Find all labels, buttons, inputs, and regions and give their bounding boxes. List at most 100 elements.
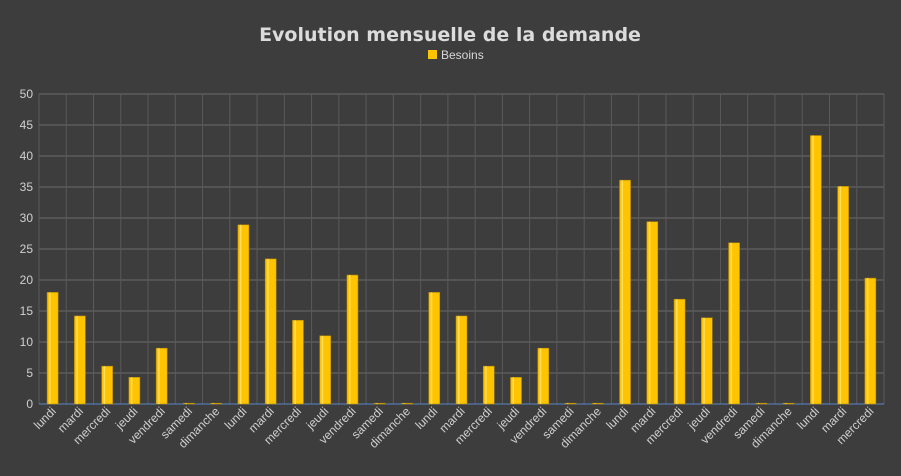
bar[interactable]	[128, 377, 141, 405]
bar-highlight	[321, 335, 324, 404]
bar-body	[128, 377, 141, 405]
bar-highlight	[267, 258, 269, 404]
bar[interactable]	[373, 402, 386, 405]
bar[interactable]	[210, 402, 222, 405]
bar-highlight	[239, 224, 242, 404]
bar-highlight	[49, 292, 51, 404]
bar-body	[646, 221, 659, 405]
bar-body	[264, 258, 277, 405]
bar-body	[155, 347, 168, 405]
bar-body	[292, 319, 304, 405]
bar[interactable]	[155, 347, 168, 405]
bar-body	[782, 402, 795, 405]
bar-body	[673, 298, 686, 405]
bar-body	[837, 186, 849, 405]
bar-body	[864, 277, 877, 405]
y-tick-label: 15	[20, 304, 34, 318]
bar-highlight	[376, 403, 378, 404]
y-tick-label: 50	[20, 87, 34, 101]
bar[interactable]	[319, 335, 332, 405]
bar-highlight	[757, 403, 760, 404]
bar[interactable]	[74, 315, 86, 405]
bar[interactable]	[264, 258, 277, 405]
bar[interactable]	[401, 402, 413, 405]
y-tick-label: 10	[20, 335, 34, 349]
bar-body	[428, 292, 441, 405]
bar-body	[728, 242, 740, 405]
bar-body	[74, 315, 86, 405]
bar[interactable]	[837, 186, 849, 405]
y-tick-label: 30	[20, 211, 34, 225]
bar[interactable]	[428, 292, 441, 405]
bar-body	[482, 365, 495, 405]
bar-body	[237, 224, 250, 405]
bar[interactable]	[292, 319, 304, 405]
legend[interactable]: Besoins	[428, 48, 484, 62]
x-tick-label: lundi	[794, 404, 822, 432]
bar-highlight	[676, 299, 678, 404]
bar-highlight	[648, 221, 651, 404]
bar-body	[101, 365, 113, 405]
y-tick-label: 35	[20, 180, 34, 194]
bar-body	[346, 274, 359, 405]
x-tick-label: lundi	[413, 404, 441, 432]
bar-highlight	[839, 186, 842, 404]
bar[interactable]	[701, 317, 713, 405]
bar-highlight	[567, 403, 569, 404]
bar-highlight	[76, 315, 78, 404]
bar[interactable]	[183, 402, 195, 405]
bar[interactable]	[482, 365, 495, 405]
bar[interactable]	[101, 365, 113, 405]
bar[interactable]	[237, 224, 250, 405]
bar[interactable]	[455, 315, 468, 405]
bar[interactable]	[346, 274, 359, 405]
bar-highlight	[458, 315, 460, 404]
bar-highlight	[158, 348, 160, 404]
bar-body	[455, 315, 468, 405]
bar-highlight	[539, 348, 542, 404]
bar-highlight	[512, 377, 515, 404]
bar[interactable]	[728, 242, 740, 405]
chart-title: Evolution mensuelle de la demande	[259, 24, 641, 46]
bar-highlight	[130, 377, 133, 404]
bar-highlight	[403, 403, 405, 404]
bar[interactable]	[755, 402, 768, 405]
grid	[38, 93, 885, 405]
bar-highlight	[812, 135, 814, 405]
bar-body	[183, 402, 195, 405]
legend-label: Besoins	[441, 48, 484, 62]
bars	[46, 135, 877, 405]
bar[interactable]	[46, 292, 59, 405]
y-tick-label: 20	[20, 273, 34, 287]
bar[interactable]	[810, 135, 822, 405]
bar-highlight	[103, 366, 106, 404]
y-tick-label: 0	[26, 397, 33, 411]
x-tick-label: lundi	[603, 404, 631, 432]
bar-highlight	[730, 242, 733, 404]
bar-body	[537, 347, 550, 405]
bar[interactable]	[591, 402, 604, 405]
bar-highlight	[594, 403, 596, 404]
bar-body	[510, 377, 522, 405]
bar-highlight	[485, 366, 487, 404]
bar[interactable]	[673, 298, 686, 405]
bar[interactable]	[864, 277, 877, 405]
bar[interactable]	[564, 402, 577, 405]
bar-body	[591, 402, 604, 405]
bar-highlight	[785, 403, 787, 404]
bar-body	[46, 292, 59, 405]
bar[interactable]	[510, 377, 522, 405]
bar-body	[564, 402, 577, 405]
bar[interactable]	[619, 179, 631, 405]
bar-body	[401, 402, 413, 405]
bar-body	[319, 335, 332, 405]
legend-swatch	[428, 50, 437, 59]
bar-body	[701, 317, 713, 405]
bar-highlight	[430, 292, 433, 404]
bar[interactable]	[537, 347, 550, 405]
bar[interactable]	[646, 221, 659, 405]
bar[interactable]	[782, 402, 795, 405]
